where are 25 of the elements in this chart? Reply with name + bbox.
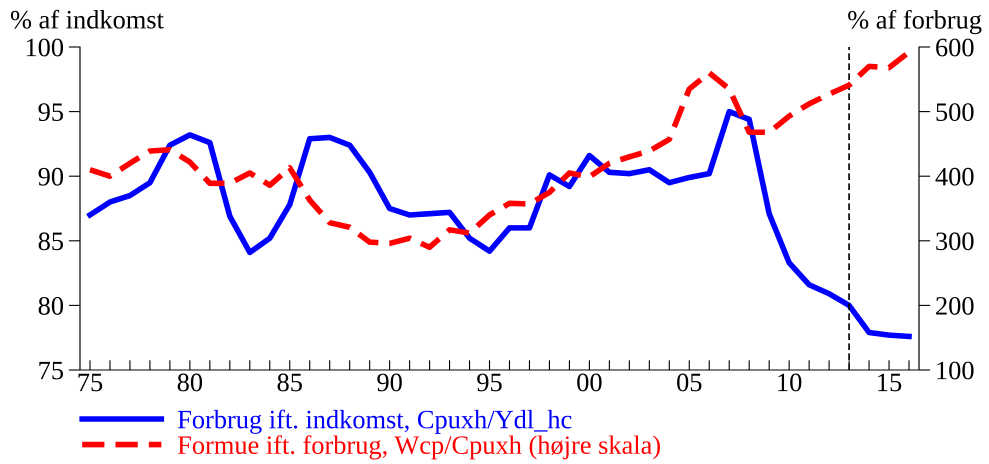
x-tick-label: 75	[78, 374, 102, 392]
legend-label: Forbrug ift. indkomst, Cpuxh/Ydl_hc	[178, 410, 572, 434]
y2-tick-label: 600	[936, 38, 974, 56]
x-tick-label: 15	[878, 374, 902, 392]
y2-tick-label: 100	[937, 362, 974, 380]
y-axis-title: % af indkomst	[10, 10, 164, 29]
legend-label: Formue ift. forbrug, Wcp/Cpuxh (højre skala)	[178, 435, 660, 460]
x-tick-label: 80	[178, 374, 202, 392]
x-tick-label: 00	[577, 374, 602, 392]
y-tick-label: 100	[26, 38, 64, 56]
y2-tick-label: 200	[936, 297, 974, 315]
x-tick-label: 85	[278, 374, 302, 392]
y2-tick-label: 400	[935, 168, 974, 186]
y-tick-label: 85	[38, 232, 63, 250]
y-tick-label: 95	[38, 103, 63, 122]
x-tick-label: 90	[377, 374, 402, 392]
y-tick-label: 80	[38, 297, 64, 315]
x-tick-label: 10	[778, 374, 802, 392]
y-tick-label: 75	[39, 362, 63, 380]
x-tick-label: 95	[477, 374, 502, 392]
y2-tick-label: 500	[936, 103, 974, 122]
y2-axis-title: % af forbrug	[848, 10, 982, 34]
y-tick-label: 90	[38, 168, 64, 186]
x-tick-label: 05	[677, 374, 702, 392]
y2-tick-label: 300	[936, 232, 974, 250]
